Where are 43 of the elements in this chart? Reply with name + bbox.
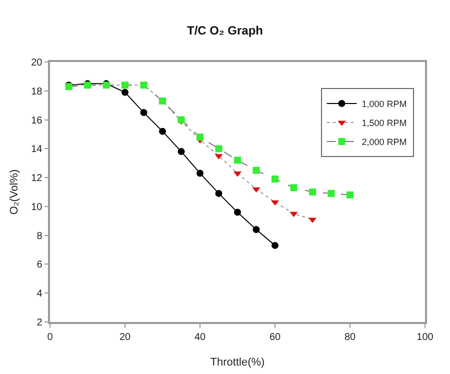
point [346,191,354,198]
point [272,242,278,249]
x-tick-label: 20 [119,332,131,343]
y-tick-label: 10 [31,202,43,213]
point [159,128,166,135]
point [328,190,335,197]
point [178,148,185,156]
point [252,187,260,193]
x-axis-title: Throttle(%) [210,356,265,368]
point [309,188,316,196]
x-tick-label: 40 [194,332,206,343]
y-tick-label: 18 [31,86,43,98]
legend-label: 2,000 RPM [362,137,407,148]
point [234,156,241,164]
y-axis-title: O₂(Vol%) [8,169,20,215]
legend-label: 1,000 RPM [362,99,407,110]
point [178,116,185,124]
point [252,166,260,174]
point [196,170,204,177]
y-tick-label: 16 [31,115,43,126]
y-tick-label: 2 [36,318,43,328]
point [196,134,204,141]
x-tick-label: 80 [344,332,356,343]
y-tick-label: 12 [31,173,43,184]
x-tick-label: 100 [416,332,434,343]
y-tick-label: 6 [36,260,43,271]
point [290,212,298,218]
point [140,109,148,116]
x-tick-label: 60 [269,332,281,343]
point [290,184,298,192]
point [272,176,278,182]
point [234,208,241,216]
y-tick-label: 20 [31,58,43,68]
y-tick-label: 8 [36,230,43,242]
y-tick-label: 14 [31,144,43,156]
point [215,145,222,152]
x-tick-label: 0 [47,332,54,343]
chart-title: T/C O₂ Graph [186,24,264,38]
y-tick-label: 4 [36,288,43,300]
point [252,226,260,234]
point [122,88,128,96]
point [215,190,222,197]
legend-label: 1,500 RPM [362,118,407,128]
